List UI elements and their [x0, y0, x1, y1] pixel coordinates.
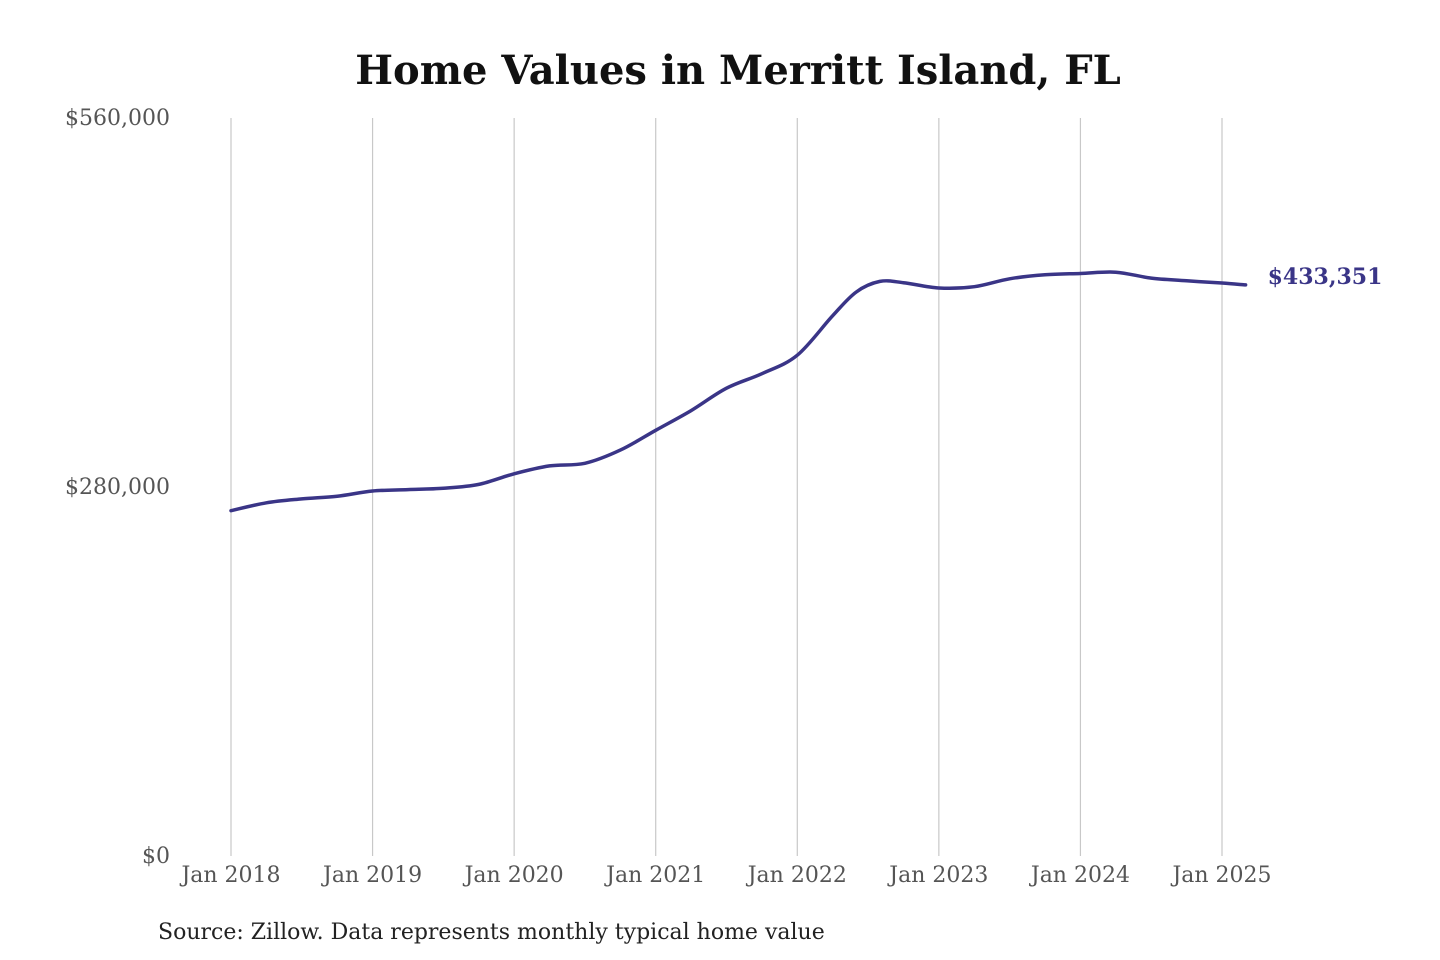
y-tick-label: $560,000 [65, 106, 170, 131]
x-tick-label: Jan 2021 [604, 863, 705, 888]
y-axis: $0 $280,000 $560,000 [65, 106, 170, 869]
chart-title: Home Values in Merritt Island, FL [355, 47, 1121, 94]
x-tick-label: Jan 2022 [746, 863, 847, 888]
x-tick-label: Jan 2019 [321, 863, 422, 888]
series-layer: $433,351 [229, 264, 1383, 513]
x-tick-label: Jan 2024 [1029, 863, 1130, 888]
y-tick-label: $0 [142, 844, 170, 869]
y-tick-label: $280,000 [65, 475, 170, 500]
x-tick-label: Jan 2018 [179, 863, 280, 888]
x-axis: Jan 2018 Jan 2019 Jan 2020 Jan 2021 Jan 2022… [179, 863, 1271, 888]
x-tick-label: Jan 2020 [463, 863, 564, 888]
series-line [229, 270, 1248, 513]
source-note: Source: Zillow. Data represents monthly … [158, 920, 825, 945]
grid-lines [230, 118, 1223, 856]
x-tick-label: Jan 2025 [1170, 863, 1271, 888]
x-tick-label: Jan 2023 [887, 863, 988, 888]
end-value-label: $433,351 [1268, 264, 1383, 290]
